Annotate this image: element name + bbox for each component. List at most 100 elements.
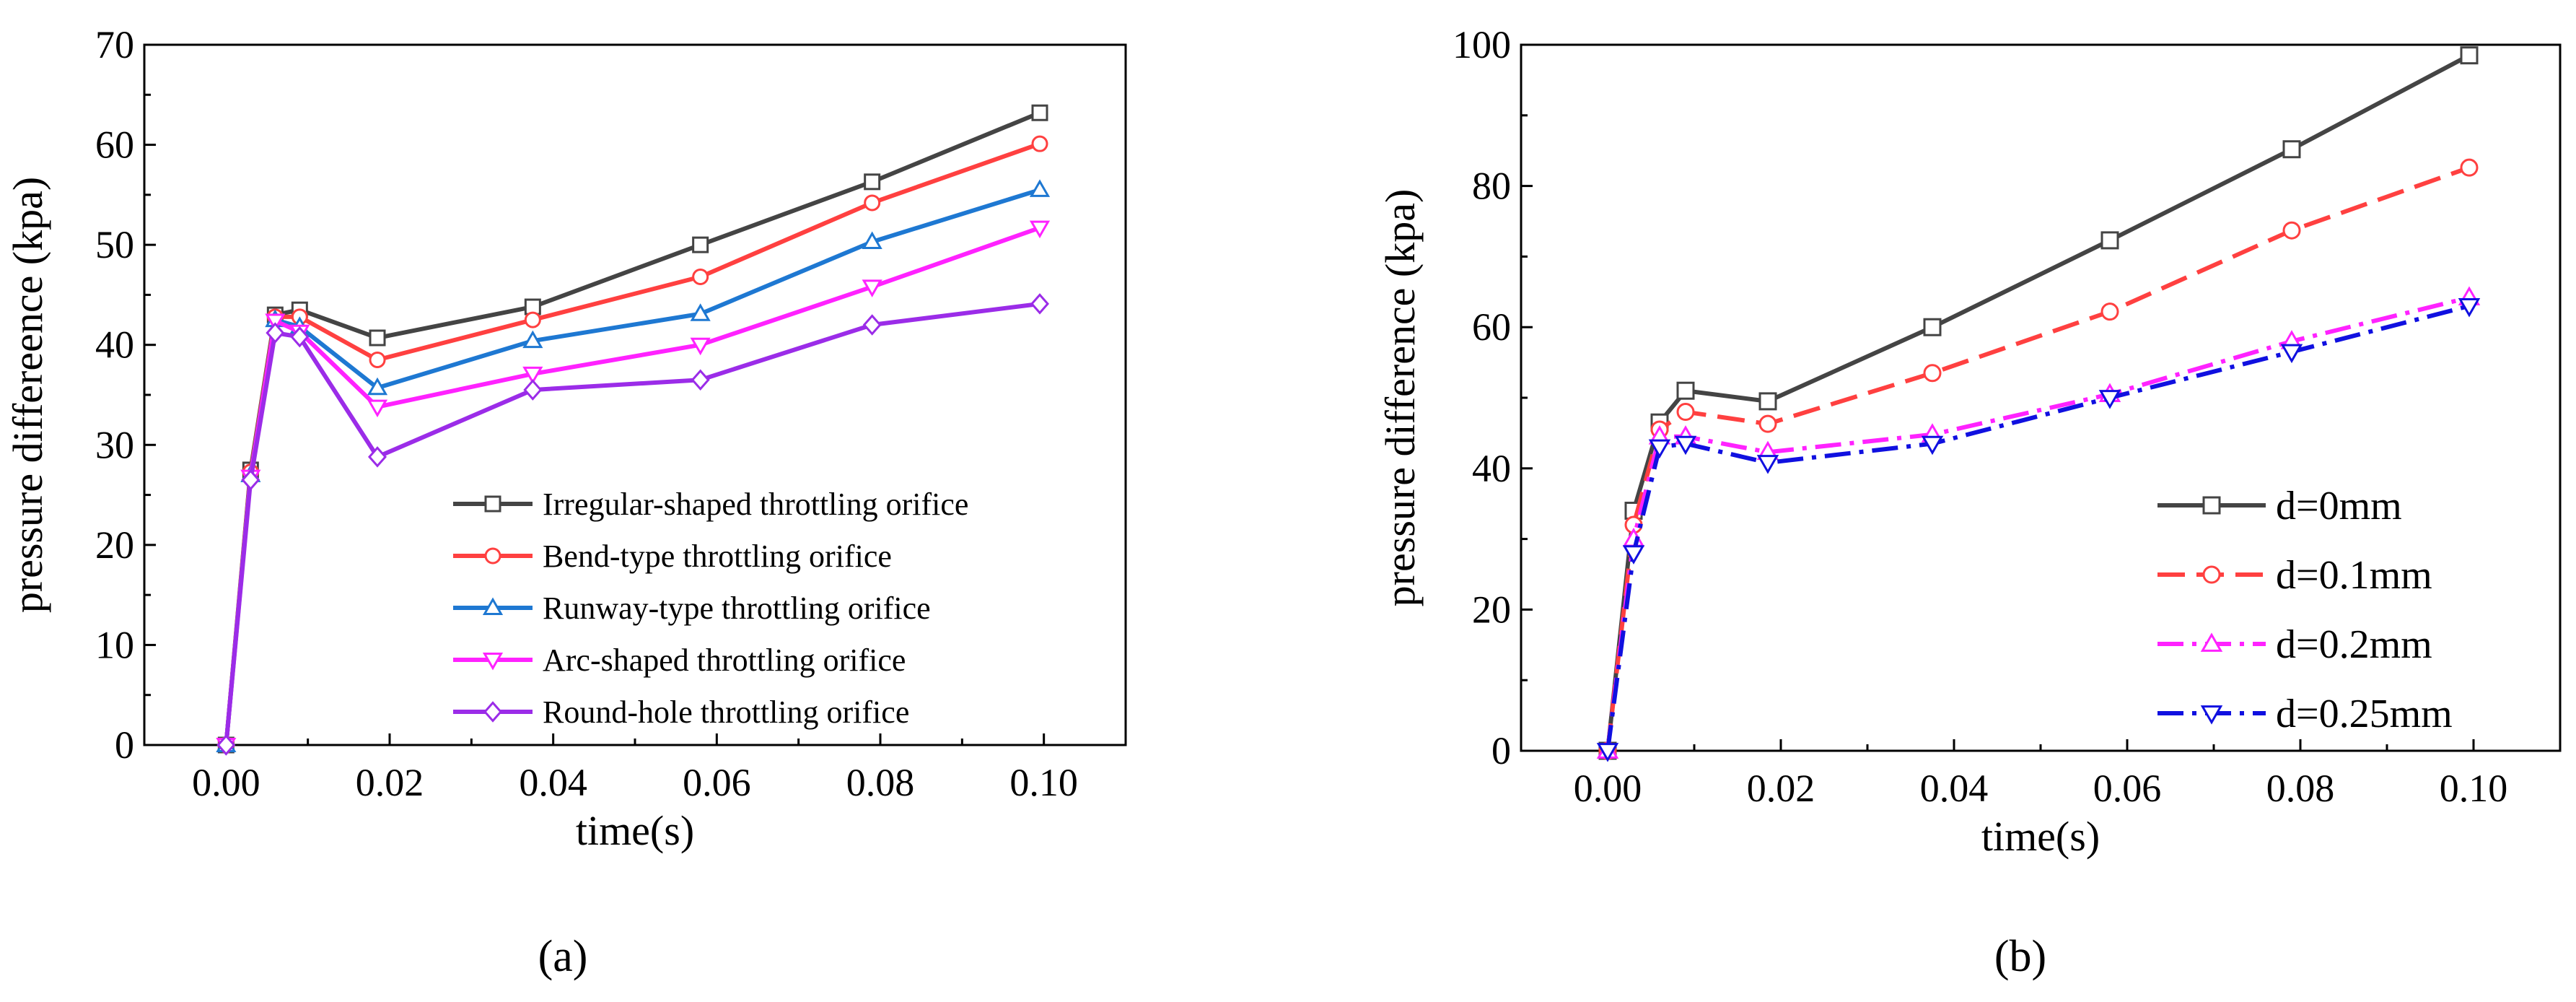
y-tick-label: 80 — [1472, 165, 1511, 208]
x-tick-label: 0.02 — [1747, 767, 1815, 810]
data-point — [862, 314, 882, 336]
x-tick-label: 0.04 — [519, 761, 587, 804]
y-tick-label: 40 — [95, 323, 134, 367]
data-point — [1030, 293, 1049, 315]
legend-label: d=0.25mm — [2276, 692, 2453, 736]
data-point — [367, 399, 388, 418]
data-point — [1622, 527, 1645, 547]
y-axis-label: pressure differeence (kpa) — [4, 177, 51, 613]
series-5 — [216, 293, 1049, 756]
plot-frame — [143, 43, 1127, 746]
data-point — [864, 194, 881, 212]
series-line — [224, 301, 1041, 746]
y-tick-label: 40 — [1472, 447, 1511, 490]
chart-b: 0 20 40 60 80 100 0.00 0.02 0.04 0.06 0.08 0.10 time… — [1377, 23, 2562, 981]
data-point — [1676, 381, 1695, 400]
legend-marker — [482, 653, 504, 671]
data-point — [1031, 104, 1048, 121]
data-point — [2458, 298, 2481, 318]
legend-label: Irregular-shaped throttling orifice — [543, 487, 968, 522]
legend-marker — [483, 701, 502, 723]
data-point — [692, 268, 709, 285]
y-tick-label: 0 — [1491, 729, 1511, 772]
y-tick-label: 70 — [95, 23, 134, 66]
panel-label: (a) — [538, 932, 588, 981]
legend-label: Round-hole throttling orifice — [543, 694, 909, 730]
data-point — [864, 173, 881, 191]
data-point — [1921, 435, 1944, 456]
series-line — [1605, 295, 2470, 752]
data-point — [367, 377, 388, 396]
x-axis-label: time(s) — [576, 807, 694, 854]
y-tick-label: 20 — [95, 523, 134, 567]
legend-marker — [2202, 565, 2221, 584]
y-tick-label: 50 — [95, 223, 134, 266]
data-point — [369, 329, 386, 347]
chart-a: 0 10 20 30 40 50 60 70 0.00 0.02 0.04 0.06 0.08 0.10 t… — [4, 23, 1127, 981]
data-point — [241, 469, 260, 491]
legend-marker — [2200, 705, 2223, 725]
data-point — [524, 311, 541, 328]
legend: d=0mm d=0.1mm d=0.2mm d=0.25mm — [2157, 484, 2453, 736]
y-tick-label: 20 — [1472, 588, 1511, 631]
data-point — [1029, 179, 1051, 197]
data-point — [2098, 390, 2121, 409]
y-tick-label: 60 — [95, 123, 134, 167]
data-point — [2100, 231, 2119, 250]
data-point — [265, 313, 286, 331]
x-tick-label: 0.00 — [1574, 767, 1642, 810]
data-point — [690, 303, 711, 321]
data-point — [266, 322, 285, 344]
x-tick-label: 0.10 — [2440, 767, 2508, 810]
legend-label: Arc-shaped throttling orifice — [543, 642, 906, 678]
legend-marker — [2200, 632, 2223, 652]
data-point — [369, 352, 386, 368]
data-point — [862, 231, 882, 249]
legend-label: Bend-type throttling orifice — [543, 539, 892, 574]
x-tick-label: 0.08 — [846, 761, 915, 804]
panel-label: (b) — [1994, 932, 2046, 981]
legend-label: Runway-type throttling orifice — [543, 591, 931, 626]
x-tick-label: 0.06 — [2093, 767, 2162, 810]
data-point — [2100, 302, 2119, 321]
data-point — [1758, 392, 1777, 411]
data-point — [1029, 220, 1051, 239]
data-point — [2280, 344, 2303, 364]
legend-label: d=0mm — [2276, 484, 2402, 528]
data-point — [1758, 414, 1777, 433]
y-tick-label: 100 — [1453, 23, 1511, 66]
x-tick-label: 0.08 — [2266, 767, 2335, 810]
legend: Irregular-shaped throttling orifice Bend-… — [453, 487, 968, 730]
data-point — [1622, 545, 1645, 565]
data-point — [1923, 318, 1942, 336]
data-point — [1031, 135, 1048, 152]
data-point — [1676, 403, 1695, 422]
y-tick-label: 10 — [95, 623, 134, 666]
data-point — [1674, 435, 1697, 456]
data-point — [2282, 140, 2301, 159]
y-tick-label: 0 — [115, 723, 134, 767]
x-tick-label: 0.04 — [1920, 767, 1989, 810]
x-axis-label: time(s) — [1981, 813, 2100, 860]
data-point — [1756, 455, 1779, 474]
data-point — [368, 446, 387, 468]
data-point — [522, 330, 543, 349]
data-point — [1596, 743, 1619, 762]
data-point — [290, 326, 310, 348]
data-point — [523, 379, 543, 401]
x-tick-label: 0.06 — [683, 761, 751, 804]
data-point — [690, 337, 711, 356]
legend-label: d=0.1mm — [2276, 553, 2432, 598]
data-point — [216, 734, 236, 756]
x-tick-label: 0.02 — [356, 761, 424, 804]
legend-marker — [2202, 496, 2221, 515]
series-2 — [1598, 158, 2479, 760]
x-tick-label: 0.10 — [1009, 761, 1078, 804]
data-point — [692, 236, 709, 253]
y-axis-label: pressure difference (kpa) — [1377, 189, 1424, 607]
series-4 — [1596, 298, 2481, 762]
legend-marker — [484, 495, 501, 513]
legend-marker — [482, 597, 504, 615]
data-point — [2282, 221, 2301, 240]
